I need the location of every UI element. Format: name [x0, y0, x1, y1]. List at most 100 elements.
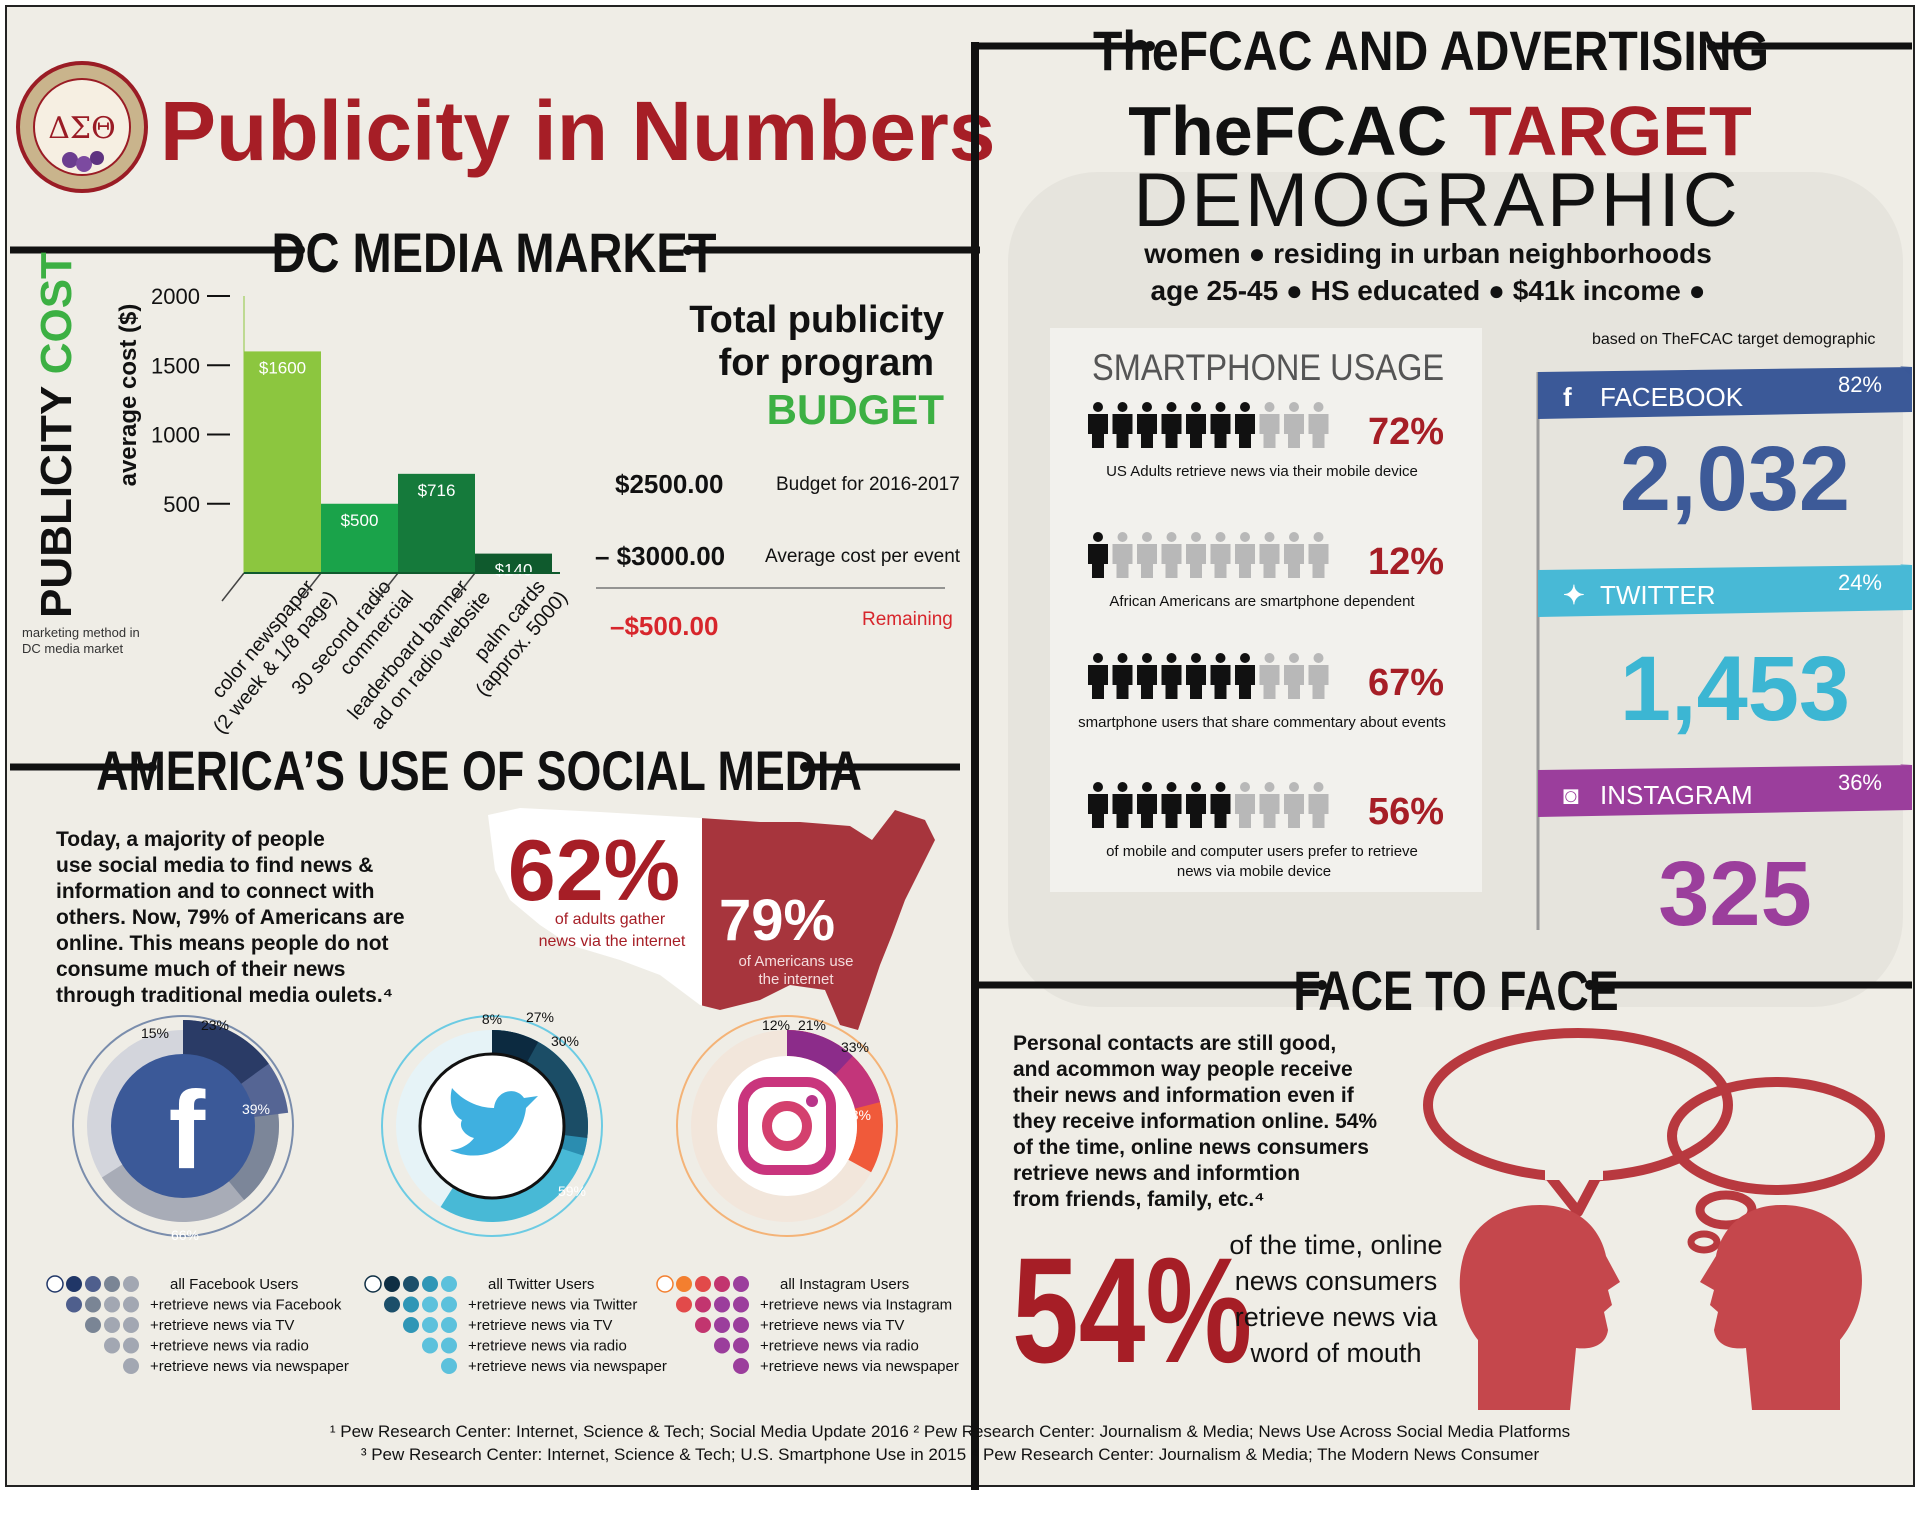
person-icon: [1117, 782, 1128, 792]
legend-text: +retrieve news via TV: [150, 1317, 294, 1334]
legend-dot: [66, 1296, 82, 1313]
person-icon: [1191, 653, 1201, 663]
paragraph-line: information and to connect with: [56, 880, 375, 903]
donut-pct-label: 12%: [762, 1017, 790, 1033]
smartphone-pct: 67%: [1368, 662, 1444, 704]
legend-dot: [85, 1276, 101, 1292]
legend-dot: [714, 1337, 730, 1354]
paragraph-line: Today, a majority of people: [56, 828, 325, 851]
legend-dot: [123, 1337, 139, 1354]
bar-value-label: $716: [418, 481, 456, 500]
donut-pct-label: 30%: [551, 1033, 579, 1049]
platform-pct: 36%: [1838, 770, 1882, 795]
platform-banner: [1538, 765, 1912, 817]
x-axis-note-line-1: marketing method in: [22, 625, 140, 640]
person-icon: [1264, 532, 1275, 542]
paragraph-line: from friends, family, etc.⁴: [1013, 1188, 1265, 1211]
person-icon: [1264, 653, 1275, 663]
legend-dot: [123, 1276, 139, 1292]
based-on-note: based on TheFCAC target demographic: [1592, 331, 1875, 348]
person-body-icon: [1259, 794, 1280, 828]
legend-text: +retrieve news via newspaper: [150, 1358, 349, 1375]
speech-bubble-icon: [1423, 1028, 1733, 1217]
person-body-icon: [1284, 544, 1304, 578]
person-icon: [1166, 402, 1177, 412]
person-icon: [1289, 532, 1299, 542]
word-of-mouth-pct: 54%: [1012, 1226, 1252, 1394]
platform-name: INSTAGRAM: [1600, 780, 1753, 810]
legend-dot: [104, 1296, 120, 1313]
legend-dot: [422, 1337, 438, 1354]
person-body-icon: [1210, 544, 1231, 578]
smartphone-caption: US Adults retrieve news via their mobile…: [1106, 463, 1418, 480]
person-icon: [1093, 653, 1103, 663]
stat-62-value: 62%: [508, 823, 680, 919]
advertising-heading: TheFCAC AND ADVERTISING: [1093, 21, 1769, 83]
budget-heading-3: BUDGET: [767, 386, 945, 433]
legend-text: +retrieve news via TV: [468, 1317, 612, 1334]
person-body-icon: [1186, 665, 1206, 699]
person-body-icon: [1186, 544, 1206, 578]
bar-value-label: $500: [341, 511, 379, 530]
person-icon: [1142, 532, 1152, 542]
legend-dot: [66, 1276, 82, 1292]
legend-text: all Facebook Users: [170, 1276, 298, 1293]
stat-62-line-1: of adults gather: [555, 911, 666, 928]
footnote-line-2: ³ Pew Research Center: Internet, Science…: [361, 1445, 1540, 1464]
legend-text: +retrieve news via radio: [468, 1338, 627, 1355]
bar-value-label: $140: [495, 561, 533, 580]
platform-banner: [1538, 367, 1912, 419]
legend-dot: [384, 1296, 400, 1313]
smartphone-caption: news via mobile device: [1177, 863, 1331, 880]
person-icon: [1215, 782, 1226, 792]
paragraph-line: retrieve news and informtion: [1013, 1162, 1300, 1185]
person-body-icon: [1235, 544, 1255, 578]
platform-pct: 82%: [1838, 372, 1882, 397]
person-body-icon: [1308, 665, 1329, 699]
event-cost-amount: – $3000.00: [595, 541, 725, 571]
legend-dot: [695, 1317, 711, 1333]
head-silhouette-right-icon: [1700, 1205, 1862, 1410]
person-body-icon: [1259, 414, 1280, 448]
person-icon: [1215, 402, 1226, 412]
legend-dot: [733, 1276, 749, 1292]
category-tick: [221, 572, 245, 602]
facebook-f-glyph: f: [169, 1069, 206, 1192]
person-body-icon: [1161, 794, 1182, 828]
legend-dot: [422, 1276, 438, 1292]
person-body-icon: [1161, 544, 1182, 578]
x-axis-note-line-2: DC media market: [22, 641, 124, 656]
person-icon: [1166, 782, 1177, 792]
donut-pct-label: 21%: [798, 1017, 826, 1033]
y-tick-label: 1500: [151, 353, 200, 378]
person-icon: [1142, 782, 1152, 792]
person-icon: [1166, 532, 1177, 542]
smartphone-pct: 12%: [1368, 541, 1444, 583]
paragraph-line: their news and information even if: [1013, 1084, 1355, 1107]
category-tick: [298, 572, 322, 602]
legend-text: +retrieve news via newspaper: [760, 1358, 959, 1375]
person-body-icon: [1259, 544, 1280, 578]
person-body-icon: [1137, 794, 1157, 828]
instagram-frame-icon: [738, 1077, 836, 1175]
person-icon: [1240, 532, 1250, 542]
donut-outline: [676, 1015, 898, 1237]
person-body-icon: [1259, 665, 1280, 699]
word-of-mouth-line: word of mouth: [1249, 1338, 1421, 1368]
donut-segment: [787, 1030, 853, 1075]
legend-dot: [733, 1358, 749, 1374]
legend-dot: [403, 1296, 419, 1313]
publicity-cost-label: PUBLICITY COST: [32, 252, 81, 618]
word-of-mouth-text: of the time, online news consumers retriev…: [1229, 1230, 1442, 1368]
person-body-icon: [1210, 794, 1231, 828]
y-tick-label: 2000: [151, 284, 200, 309]
category-tick: [375, 572, 399, 602]
instagram-dot-icon: [806, 1095, 818, 1107]
person-body-icon: [1308, 794, 1329, 828]
facebook-logo-icon: [111, 1054, 255, 1198]
paragraph-line: they receive information online. 54%: [1013, 1110, 1377, 1133]
person-body-icon: [1137, 665, 1157, 699]
legend-dot: [422, 1317, 438, 1333]
donut-pct-label: 23%: [201, 1017, 229, 1033]
stat-62-line-2: news via the internet: [539, 933, 686, 950]
